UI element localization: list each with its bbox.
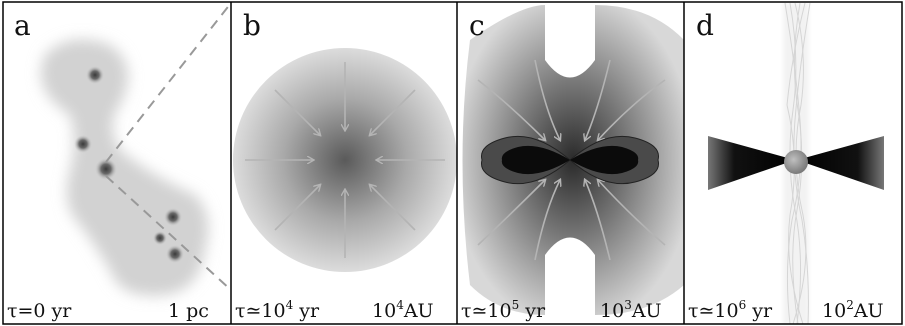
panel-b: b τ≃104 yr 104AU bbox=[233, 9, 457, 322]
disk-inner bbox=[501, 145, 639, 175]
panel-c-scale: 103AU bbox=[600, 298, 662, 322]
core-4 bbox=[164, 208, 182, 226]
disk-right bbox=[797, 136, 884, 190]
disk-left bbox=[708, 136, 795, 190]
panel-a-letter: a bbox=[14, 9, 31, 42]
panel-b-scale: 104AU bbox=[372, 298, 434, 322]
core-5 bbox=[153, 231, 167, 245]
panel-b-time: τ≃104 yr bbox=[235, 298, 320, 322]
protostar bbox=[784, 150, 808, 174]
panel-d-letter: d bbox=[696, 9, 714, 42]
zoom-line-lower bbox=[105, 175, 231, 291]
panel-a: a τ=0 yr 1 pc bbox=[7, 3, 231, 322]
panel-c: c τ≃105 yr 103AU bbox=[461, 5, 684, 322]
panel-a-scale: 1 pc bbox=[168, 300, 209, 322]
panel-a-time: τ=0 yr bbox=[7, 300, 72, 322]
core-3 bbox=[95, 158, 117, 180]
panel-d: d τ≃106 yr 102AU bbox=[688, 3, 884, 324]
panel-d-scale: 102AU bbox=[822, 298, 884, 322]
panel-c-letter: c bbox=[469, 9, 485, 42]
molecular-cloud bbox=[40, 39, 209, 296]
panel-b-letter: b bbox=[243, 9, 261, 42]
infall-arrows bbox=[477, 59, 666, 261]
core-1 bbox=[86, 66, 104, 84]
core-2 bbox=[74, 135, 92, 153]
infall-arrows bbox=[245, 62, 445, 258]
panel-d-time: τ≃106 yr bbox=[688, 298, 773, 322]
core-6 bbox=[166, 245, 184, 263]
panel-c-time: τ≃105 yr bbox=[461, 298, 546, 322]
